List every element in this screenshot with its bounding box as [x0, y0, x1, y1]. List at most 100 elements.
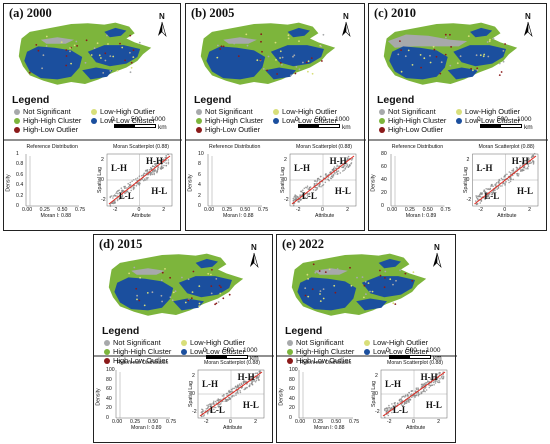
- moran-point: [504, 174, 507, 176]
- moran-point: [223, 395, 225, 397]
- moran-point: [239, 390, 241, 392]
- legend-item: Low-High Outlier: [91, 107, 155, 116]
- attribute-label: Attribute: [223, 425, 243, 431]
- map-speckle: [132, 49, 135, 52]
- map-speckle: [467, 35, 470, 37]
- moran-point: [160, 167, 162, 169]
- map-speckle: [322, 297, 325, 300]
- moran-point: [386, 410, 389, 412]
- north-arrow-left: [433, 253, 437, 267]
- legend-swatch: [104, 340, 110, 346]
- moran-point: [417, 394, 420, 397]
- moran-point: [502, 182, 505, 184]
- moran-point: [401, 405, 404, 407]
- map-speckle: [237, 55, 240, 57]
- map-speckle: [73, 44, 76, 47]
- moran-point: [527, 165, 530, 168]
- moran-point: [533, 152, 536, 155]
- map-speckle: [456, 62, 459, 65]
- legend-item: Low-High Outlier: [181, 338, 245, 347]
- legend-item: Low-High Outlier: [456, 107, 520, 116]
- scale-tick: 0: [295, 116, 299, 123]
- legend-swatch: [196, 118, 202, 124]
- map-speckle: [429, 54, 431, 57]
- legend-swatch: [287, 349, 293, 355]
- map-speckle: [498, 62, 501, 65]
- moran-point: [144, 179, 146, 181]
- moran-point: [109, 204, 112, 206]
- moran-point: [236, 384, 239, 386]
- ref-ytick: 60: [106, 386, 112, 393]
- moran-point: [431, 384, 433, 386]
- moran-point: [527, 168, 529, 170]
- ref-xtick: 0.00: [295, 419, 306, 425]
- moran-point: [424, 382, 427, 384]
- map-speckle: [371, 290, 374, 293]
- moran-xtick: -2: [295, 207, 301, 213]
- moran-point: [143, 172, 145, 175]
- moran-point: [249, 383, 251, 385]
- moran-point: [522, 166, 525, 169]
- moran-point: [341, 166, 343, 169]
- moran-point: [417, 391, 420, 393]
- moran-point: [156, 169, 158, 172]
- moran-point: [332, 173, 335, 176]
- map-speckle: [198, 285, 201, 287]
- low-low-area-north: [470, 27, 493, 38]
- moran-point: [142, 179, 145, 182]
- legend-item: High-High Cluster: [196, 116, 263, 125]
- moran-point: [404, 394, 407, 397]
- moran-point: [405, 402, 408, 404]
- moran-point: [153, 172, 155, 175]
- moran-point: [209, 403, 211, 405]
- moran-point: [344, 167, 346, 169]
- moran-point: [214, 406, 217, 409]
- map-speckle: [319, 293, 321, 295]
- moran-point: [239, 384, 241, 387]
- moran-fit-line: [474, 155, 537, 205]
- moran-point: [115, 192, 117, 195]
- map-speckle: [267, 55, 270, 58]
- moran-point: [403, 395, 405, 398]
- moran-point: [475, 200, 477, 202]
- moran-point: [495, 182, 498, 184]
- spatial-lag-label: Spatial Lag: [96, 167, 103, 193]
- scale-tick: 0: [386, 347, 390, 354]
- moran-point: [526, 159, 528, 161]
- moran-point: [339, 172, 342, 174]
- map-speckle: [397, 53, 400, 56]
- map-speckle: [392, 283, 394, 286]
- map-speckle: [367, 282, 370, 284]
- moran-point: [527, 159, 530, 161]
- map-speckle: [444, 33, 447, 36]
- map-speckle: [119, 42, 121, 45]
- map-speckle: [215, 302, 218, 305]
- north-label: N: [159, 12, 165, 21]
- moran-fit-line: [108, 155, 171, 205]
- moran-point: [125, 187, 127, 189]
- moran-point: [306, 185, 309, 187]
- moran-point: [113, 201, 115, 204]
- scale-tick: 500: [223, 347, 234, 354]
- map-speckle: [435, 55, 438, 58]
- moran-point: [508, 171, 511, 173]
- moran-point: [524, 161, 526, 163]
- moran-point: [231, 390, 234, 393]
- moran-title: Moran Scatterplot (0.88): [296, 144, 352, 150]
- north-arrow-right: [527, 21, 533, 38]
- ref-xtick: 0.25: [130, 419, 141, 425]
- not-significant-area: [131, 268, 165, 275]
- moran-point: [306, 187, 308, 189]
- legend-item: Low-Low Cluster: [456, 116, 520, 125]
- moran-point: [118, 198, 121, 200]
- map-speckle: [70, 62, 72, 65]
- moran-xtick: 0: [412, 419, 415, 425]
- moran-point: [292, 197, 295, 200]
- moran-point: [167, 162, 170, 165]
- map-speckle: [104, 59, 107, 62]
- moran-point: [325, 173, 327, 175]
- map-speckle: [411, 279, 414, 282]
- moran-point: [250, 377, 252, 379]
- moran-point: [246, 386, 248, 389]
- moran-point: [146, 171, 149, 173]
